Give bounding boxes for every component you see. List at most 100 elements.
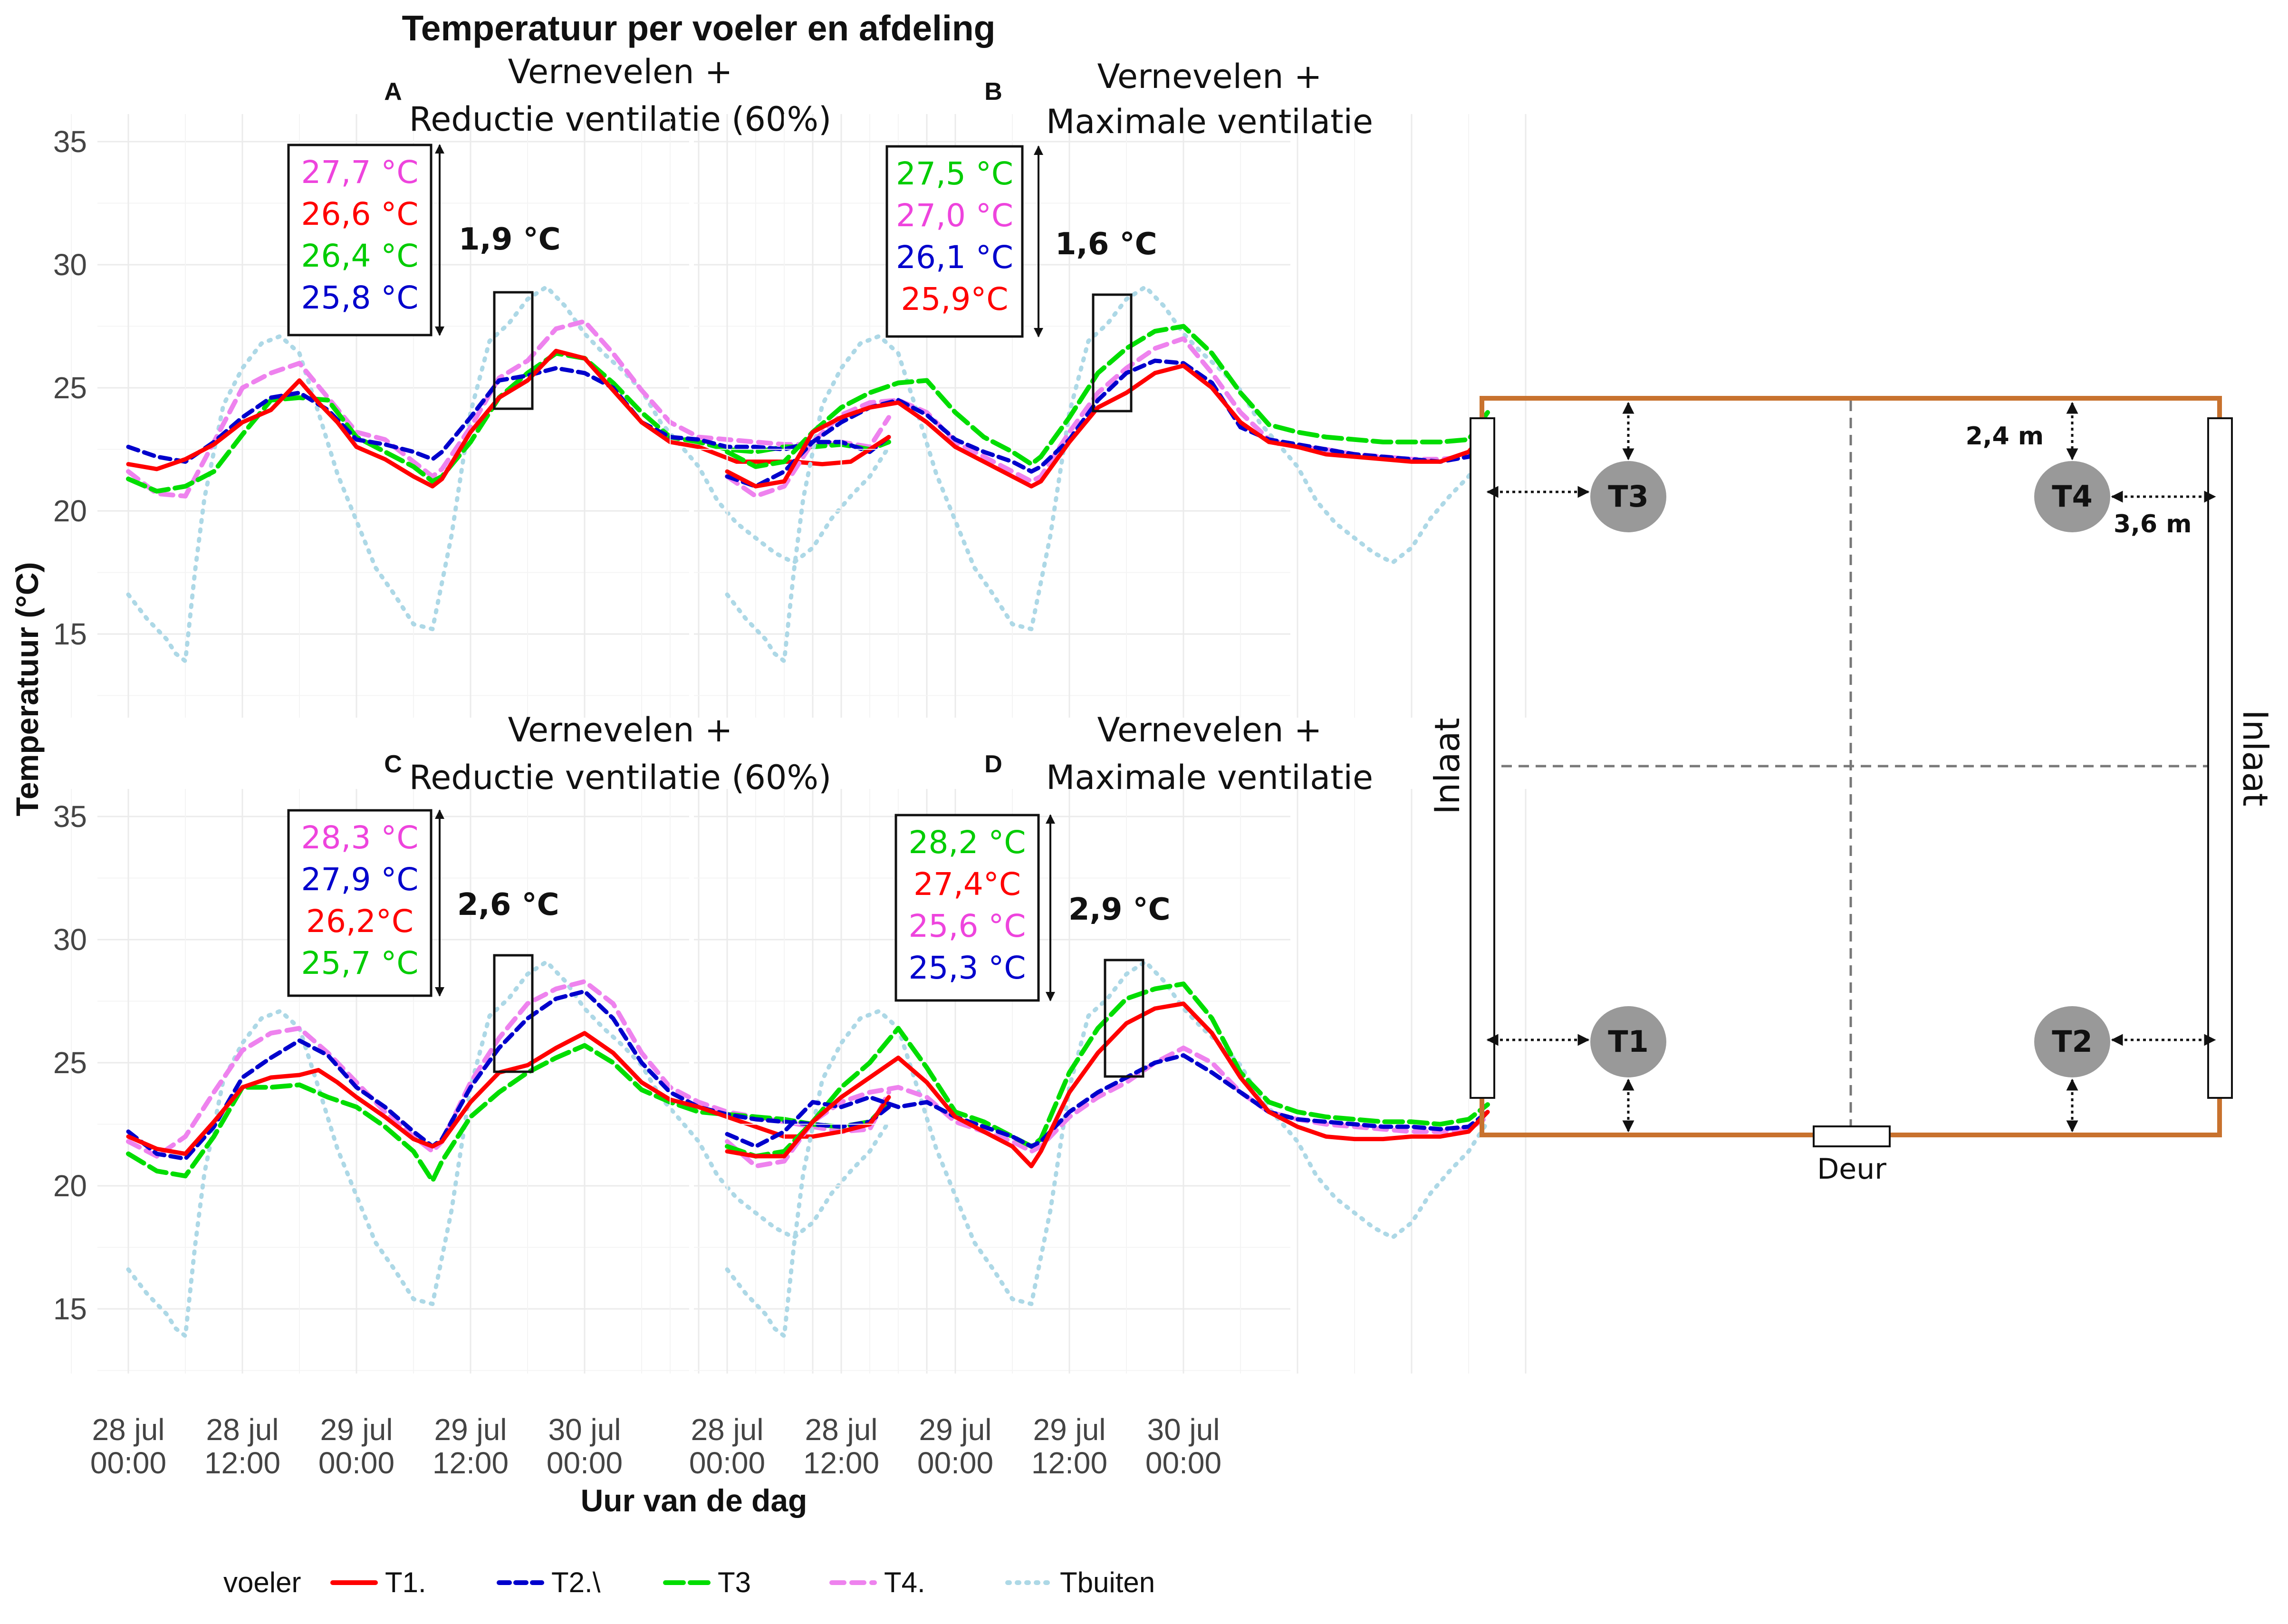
max-temp-value: 27,0 °C [896,197,1013,234]
peak-highlight-box [1092,293,1133,413]
x-tick-label-time: 00:00 [318,1446,394,1480]
sensor-t1-label: T1 [1608,1024,1648,1059]
y-tick-label: 35 [53,799,87,834]
panel-b: B Vernevelen + Maximale ventilatie 27,5 °C 2… [670,57,1527,718]
y-tick-label: 30 [53,923,87,957]
max-temp-value: 25,9°C [901,281,1008,317]
legend-label: T2.\ [551,1566,601,1598]
legend-label: Tbuiten [1060,1566,1155,1598]
inlet-left-label: Inlaat [1427,718,1467,814]
legend: voeler T1. T2.\ T3 T4. Tbuiten [223,1566,1155,1598]
sensor-t3 [1590,461,1666,532]
x-tick-label-date: 30 jul [548,1413,621,1447]
series-line-tbuiten [126,285,891,663]
series-line-t2 [725,1053,1490,1149]
panel-c: 15 20 25 30 35 C Vernevelen + Reductie ventilat… [53,711,928,1374]
series-line-tbuiten [725,285,1490,663]
max-temp-value: 26,4 °C [301,238,418,274]
y-tick-label: 20 [53,494,87,528]
x-tick-label-time: 12:00 [803,1446,879,1480]
max-temp-box [287,809,433,997]
condition-line-2: Reductie ventilatie (60%) [409,758,832,797]
legend-label: T3 [718,1566,751,1598]
y-tick-label: 35 [53,125,87,159]
x-tick-label-date: 29 jul [919,1413,992,1447]
panels: 15 20 25 30 35 A Vernevelen + Reductie ventilat… [53,52,1527,1374]
y-tick-label: 20 [53,1169,87,1203]
sensor-t2 [2034,1006,2110,1077]
panel-letter: A [384,78,402,106]
x-tick-label-date: 28 jul [691,1413,764,1447]
max-temp-box [894,814,1040,1002]
x-tick-label-date: 28 jul [805,1413,878,1447]
series-line-tbuiten [725,960,1490,1338]
x-tick-label-time: 00:00 [547,1446,623,1480]
max-temp-value: 27,4°C [913,866,1021,903]
x-tick-label-time: 12:00 [433,1446,509,1480]
y-axis-label: Temperatuur (°C) [10,562,45,817]
x-tick-label-date: 28 jul [92,1413,165,1447]
sensor-t4-label: T4 [2052,479,2092,514]
max-temp-value: 25,7 °C [301,945,418,981]
series-line-t1 [126,348,891,489]
panel-letter: B [984,78,1002,106]
legend-title: voeler [223,1566,301,1598]
sensor-t1 [1590,1006,1666,1077]
chart-title: Temperatuur per voeler en afdeling [402,8,996,48]
x-tick-label-time: 00:00 [1145,1446,1221,1480]
condition-line-1: Vernevelen + [508,52,733,91]
inlet-right-label: Inlaat [2235,710,2275,806]
series-line-t4 [725,1045,1490,1169]
delta-label: 2,6 °C [457,887,559,923]
max-temp-value: 26,6 °C [301,196,418,232]
sensor-t2-label: T2 [2052,1024,2092,1059]
peak-highlight-box [493,291,534,410]
max-temp-value: 25,6 °C [908,908,1026,944]
series-line-t4 [126,319,891,499]
condition-line-2: Reductie ventilatie (60%) [409,100,832,139]
x-tick-label-time: 00:00 [90,1446,166,1480]
x-tick-label-time: 00:00 [689,1446,765,1480]
sensor-t4 [2034,461,2110,532]
max-temp-value: 28,2 °C [908,824,1026,861]
dimension-vertical-label: 2,4 m [1966,422,2044,451]
max-temp-value: 27,7 °C [301,154,418,191]
series-line-t1 [126,1031,891,1156]
series-line-t2 [126,366,891,464]
peak-highlight-box [1104,959,1144,1078]
inlet-left [1470,417,1495,1099]
panel-d: D Vernevelen + Maximale ventilatie 28,2 °C 2… [670,711,1527,1374]
condition-line-1: Vernevelen + [508,711,733,750]
series-line-t1 [725,1001,1490,1169]
max-temp-value: 27,9 °C [301,861,418,898]
panel-letter: D [984,750,1002,778]
delta-label: 2,9 °C [1068,892,1171,927]
max-temp-value: 26,1 °C [896,239,1013,276]
max-temp-value: 28,3 °C [301,819,418,856]
y-tick-label: 30 [53,248,87,282]
sensor-t3-label: T3 [1608,479,1648,514]
panel-letter: C [384,750,402,778]
series-line-tbuiten [126,960,891,1338]
x-tick-label-time: 12:00 [1031,1446,1107,1480]
legend-label: T1. [385,1566,426,1598]
x-axis-label: Uur van de dag [581,1483,808,1518]
dimension-horizontal-label: 3,6 m [2114,510,2192,538]
x-tick-label-date: 29 jul [434,1413,507,1447]
x-tick-label-date: 29 jul [1033,1413,1106,1447]
condition-line-1: Vernevelen + [1097,57,1322,96]
legend-label: T4. [884,1566,925,1598]
max-temp-value: 27,5 °C [896,155,1013,192]
x-tick-label-date: 29 jul [320,1413,393,1447]
inlet-right [2207,417,2233,1099]
x-tick-label-time: 00:00 [917,1446,993,1480]
condition-line-1: Vernevelen + [1097,711,1322,750]
floor-plan: Deur Inlaat Inlaat T3 T4 T1 T2 2,4 m 3,6… [1427,396,2275,1186]
series-line-t3 [725,324,1490,469]
x-tick-label-date: 30 jul [1147,1413,1220,1447]
delta-label: 1,9 °C [459,222,561,257]
series-line-t3 [725,981,1490,1159]
condition-line-2: Maximale ventilatie [1046,102,1373,141]
